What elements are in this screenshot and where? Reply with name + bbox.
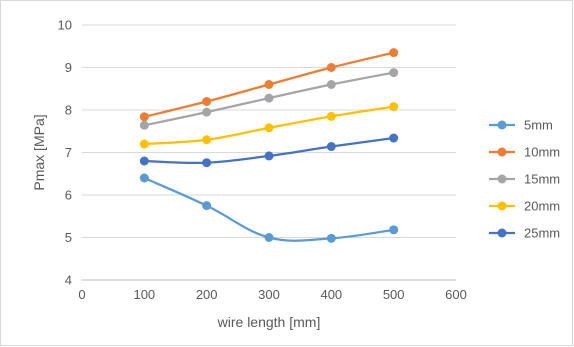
legend-label: 5mm [524,118,553,133]
legend-item: 10mm [489,145,560,160]
data-point [326,63,336,72]
legend-item: 25mm [489,226,560,241]
legend-label: 10mm [524,145,560,160]
legend: 5mm 10mm 15mm 20mm 25mm [489,118,560,241]
data-point [389,133,399,143]
data-point [326,142,336,152]
data-point [202,135,212,145]
x-tick-label: 600 [445,287,467,302]
data-point [139,173,149,183]
x-axis-title: wire length [mm] [217,314,321,330]
legend-item: 20mm [489,199,560,214]
data-point [326,80,336,89]
legend-marker [497,228,507,238]
legend-item: 15mm [489,172,560,187]
series-15mm [139,68,399,130]
series-line [143,176,394,242]
data-point [264,233,274,242]
y-tick-label: 6 [65,188,72,203]
y-tick-label: 9 [65,60,72,75]
data-point [389,68,399,78]
x-tick-label: 0 [78,287,85,302]
data-point [139,139,149,149]
gridlines [82,24,456,238]
data-point [264,80,274,89]
y-tick-label: 5 [65,230,72,245]
y-tick-label: 10 [58,18,72,33]
data-point [264,93,274,103]
x-tick-label: 200 [196,287,218,302]
series-10mm [139,48,399,122]
data-point [264,123,274,133]
x-tick-label: 500 [383,287,405,302]
data-point [326,111,336,121]
data-point [389,48,399,58]
x-tick-label: 300 [258,287,280,302]
data-point [202,107,212,117]
series-25mm [139,133,399,168]
y-tick-label: 8 [65,103,72,118]
legend-label: 25mm [524,226,560,241]
y-tick-label: 4 [65,273,72,288]
legend-label: 15mm [524,172,560,187]
legend-label: 20mm [524,199,560,214]
data-point [264,151,274,161]
data-point [202,158,212,168]
x-tick-label: 100 [133,287,155,302]
data-point [326,233,336,243]
y-axis-title: Pmax [MPa] [31,114,47,190]
series-group [139,48,399,243]
legend-marker [497,201,507,211]
data-point [139,120,149,130]
legend-item: 5mm [489,118,553,133]
y-tick-label: 7 [65,145,72,160]
data-point [389,225,399,235]
legend-marker [497,174,507,184]
data-point [139,112,149,122]
legend-marker [497,147,507,157]
series-5mm [139,173,399,243]
data-point [202,201,212,211]
data-point [139,156,149,166]
data-point [389,102,399,112]
data-point [202,97,212,106]
series-20mm [139,102,399,149]
x-tick-label: 400 [320,287,342,302]
legend-marker [497,120,507,130]
